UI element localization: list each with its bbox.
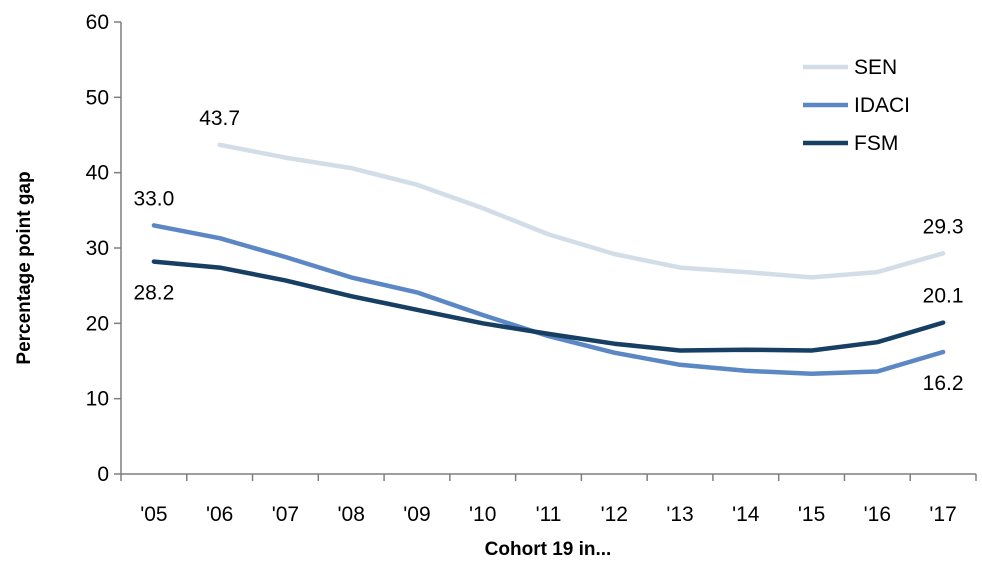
- data-label: 43.7: [199, 107, 240, 130]
- data-label: 20.1: [923, 285, 964, 308]
- legend-label-sen: SEN: [854, 56, 897, 79]
- legend-label-fsm: FSM: [854, 132, 898, 155]
- x-tick-label: '10: [469, 503, 496, 526]
- y-tick-label: 40: [86, 162, 109, 185]
- x-tick-label: '05: [140, 503, 167, 526]
- x-tick-label: '11: [536, 503, 562, 526]
- x-tick-label: '07: [272, 503, 299, 526]
- y-ticks: 0 10 20 30 40 50 60: [86, 11, 121, 486]
- x-tick-label: '13: [666, 503, 693, 526]
- data-labels: 43.7 29.3 33.0 16.2 28.2 20.1: [133, 107, 963, 395]
- y-tick-label: 60: [86, 11, 109, 34]
- y-tick-label: 10: [86, 388, 109, 411]
- y-tick-label: 0: [97, 463, 109, 486]
- axes: 0 10 20 30 40 50 60 '05 '06 '07 '08 '09 '10 '11 '12 '1…: [86, 11, 977, 526]
- x-axis-title: Cohort 19 in...: [485, 539, 612, 560]
- legend-label-idaci: IDACI: [854, 94, 910, 117]
- series-lines: [151, 142, 946, 377]
- y-axis-title: Percentage point gap: [14, 171, 35, 364]
- x-tick-label: '17: [929, 503, 956, 526]
- y-tick-label: 50: [86, 86, 109, 109]
- x-tick-label: '09: [403, 503, 430, 526]
- x-tick-label: '08: [338, 503, 365, 526]
- series-line-idaci: [151, 223, 946, 377]
- data-label: 33.0: [133, 187, 174, 210]
- series-line-sen: [217, 142, 946, 280]
- y-tick-label: 20: [86, 312, 109, 335]
- x-tick-label: '12: [601, 503, 628, 526]
- x-tick-label: '16: [864, 503, 891, 526]
- series-line-fsm: [151, 259, 946, 353]
- data-label: 16.2: [923, 372, 964, 395]
- data-label: 29.3: [923, 215, 964, 238]
- y-tick-label: 30: [86, 237, 109, 260]
- x-tick-label: '06: [206, 503, 233, 526]
- legend: SEN IDACI FSM: [803, 56, 910, 155]
- data-label: 28.2: [133, 282, 174, 305]
- x-tick-label: '15: [798, 503, 825, 526]
- x-tick-label: '14: [732, 503, 760, 526]
- x-ticks: '05 '06 '07 '08 '09 '10 '11 '12 '13 '14 '15 '16 '17: [120, 474, 977, 526]
